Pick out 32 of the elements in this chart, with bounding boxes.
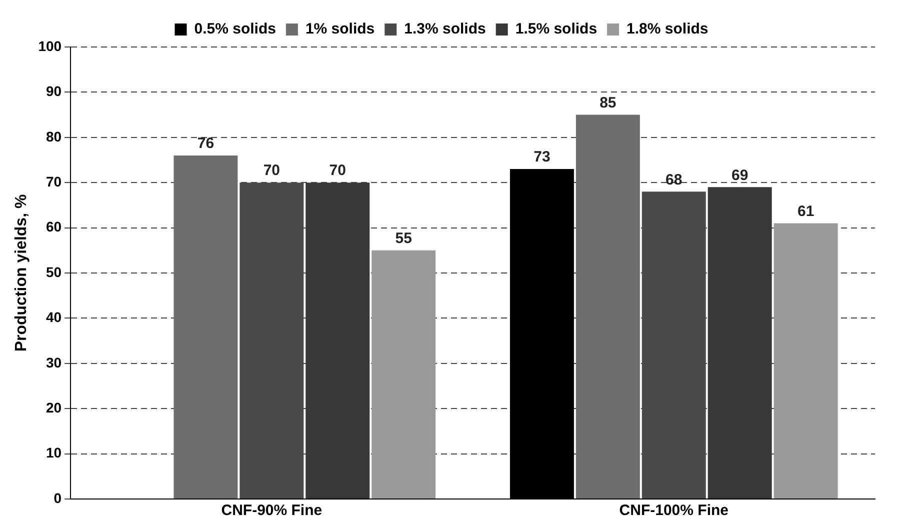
legend-label: 1% solids bbox=[305, 20, 375, 38]
y-tick-label: 90 bbox=[46, 83, 62, 100]
y-tick-label: 100 bbox=[38, 38, 62, 54]
data-label: 85 bbox=[600, 94, 616, 112]
bar bbox=[174, 155, 238, 498]
legend-label: 1.5% solids bbox=[515, 20, 598, 38]
x-tick-label: CNF-90% Fine bbox=[221, 502, 322, 520]
y-tick-label: 40 bbox=[46, 309, 62, 326]
y-axis-title: Production yields, % bbox=[13, 194, 30, 352]
bar bbox=[774, 223, 838, 498]
data-label: 76 bbox=[197, 135, 214, 152]
bar bbox=[576, 114, 640, 498]
y-tick-label: 80 bbox=[46, 128, 62, 144]
y-tick-label: 10 bbox=[46, 444, 62, 461]
y-tick-label: 30 bbox=[46, 354, 62, 370]
data-label: 61 bbox=[797, 202, 814, 220]
data-label: 73 bbox=[534, 148, 550, 166]
data-label: 69 bbox=[732, 166, 748, 184]
data-label: 55 bbox=[395, 230, 412, 248]
y-tick-label: 0 bbox=[54, 490, 62, 506]
legend-label: 0.5% solids bbox=[194, 20, 276, 38]
y-tick-label: 60 bbox=[46, 218, 62, 235]
legend-label: 1.8% solids bbox=[626, 20, 708, 38]
bar bbox=[372, 250, 436, 498]
data-label: 70 bbox=[263, 162, 280, 180]
data-label: 68 bbox=[666, 171, 682, 188]
y-tick-label: 50 bbox=[46, 264, 62, 280]
x-tick-label: CNF-100% Fine bbox=[619, 502, 728, 520]
legend-label: 1.3% solids bbox=[404, 20, 486, 38]
y-tick-label: 70 bbox=[46, 173, 62, 190]
y-tick-label: 20 bbox=[46, 399, 62, 416]
data-label: 70 bbox=[329, 162, 346, 180]
